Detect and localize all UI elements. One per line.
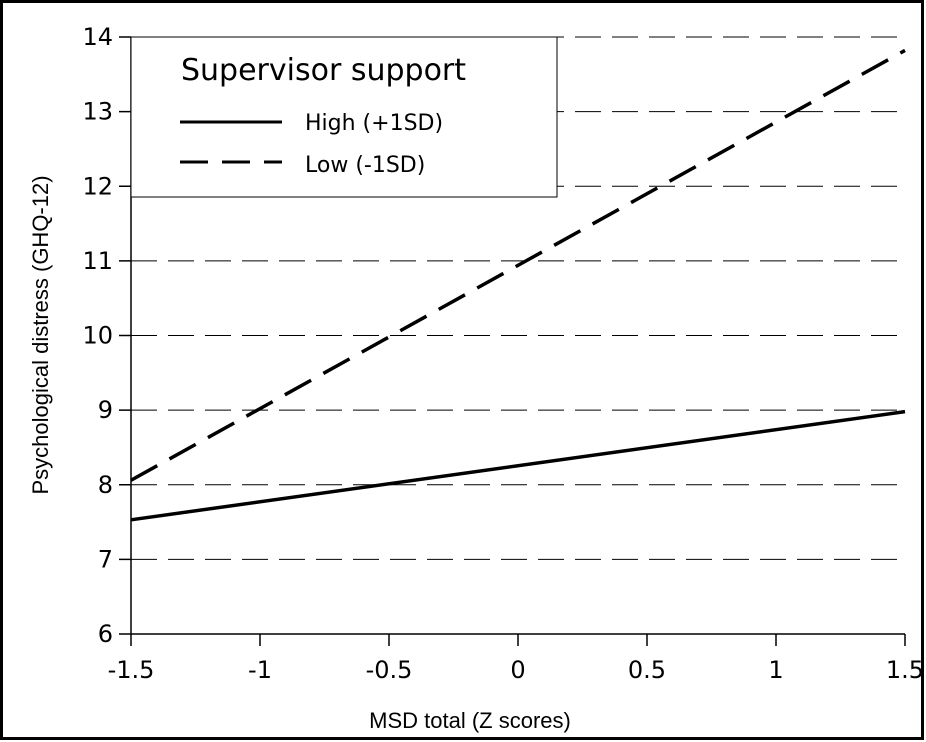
y-tick-label: 12	[82, 172, 113, 200]
x-tick-label: -0.5	[366, 656, 413, 684]
series-lines	[130, 48, 906, 522]
x-tick-label: -1	[248, 656, 272, 684]
y-tick-label: 7	[98, 545, 113, 573]
x-tick-label: 1	[768, 656, 783, 684]
y-tick-label: 8	[98, 471, 113, 499]
legend-title: Supervisor support	[181, 53, 466, 88]
legend-label-low: Low (-1SD)	[305, 153, 425, 178]
y-axis-title: Psychological distress (GHQ-12)	[28, 175, 53, 494]
tick-labels: 6 7 8 9 10 11 12 13 14 -1.5 -1 -0.5 0 0.5 1 1.5	[82, 23, 924, 684]
series-line-low	[130, 48, 906, 482]
x-tick-label: 0.5	[628, 656, 666, 684]
y-tick-label: 11	[82, 247, 113, 275]
tick-marks	[119, 36, 906, 646]
legend: Supervisor support High (+1SD) Low (-1SD…	[130, 36, 558, 198]
series-line-high	[130, 409, 906, 522]
y-tick-label: 14	[82, 23, 113, 51]
y-tick-label: 10	[82, 322, 113, 350]
legend-box	[130, 36, 558, 198]
y-tick-label: 13	[82, 98, 113, 126]
x-axis-title: MSD total (Z scores)	[369, 708, 571, 733]
x-tick-label: 1.5	[886, 656, 924, 684]
x-tick-label: -1.5	[108, 656, 155, 684]
legend-label-high: High (+1SD)	[305, 111, 443, 136]
y-tick-label: 6	[98, 620, 113, 648]
x-tick-label: 0	[510, 656, 525, 684]
y-tick-label: 9	[98, 396, 113, 424]
